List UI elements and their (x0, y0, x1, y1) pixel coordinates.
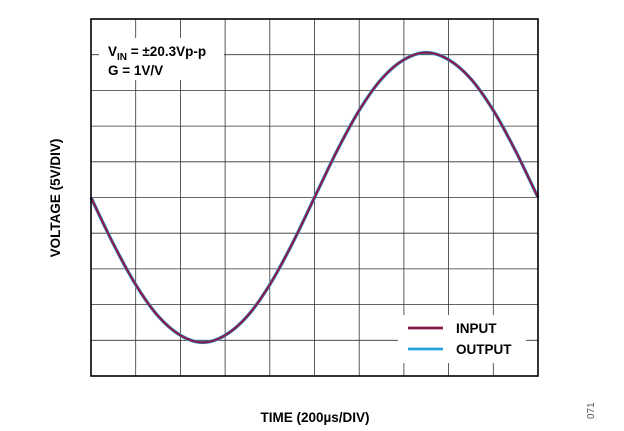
vin-subscript: IN (117, 52, 127, 63)
legend-label-input: INPUT (456, 321, 497, 336)
x-axis-label: TIME (200µs/DIV) (260, 410, 369, 425)
y-axis-label: VOLTAGE (5V/DIV) (48, 139, 63, 258)
plot-series (89, 50, 540, 345)
legend: INPUT OUTPUT (398, 315, 526, 363)
series-line-input (90, 51, 539, 344)
annotation-background (99, 38, 224, 80)
vin-prefix: V (108, 44, 117, 59)
gain-annotation: G = 1V/V (108, 63, 163, 78)
vin-annotation: VIN = ±20.3Vp-p (108, 44, 206, 63)
legend-background (398, 315, 526, 363)
figure-number: 071 (586, 402, 597, 419)
vin-rest: = ±20.3Vp-p (127, 44, 206, 59)
legend-label-output: OUTPUT (456, 342, 512, 357)
plot-frame (90, 18, 539, 377)
